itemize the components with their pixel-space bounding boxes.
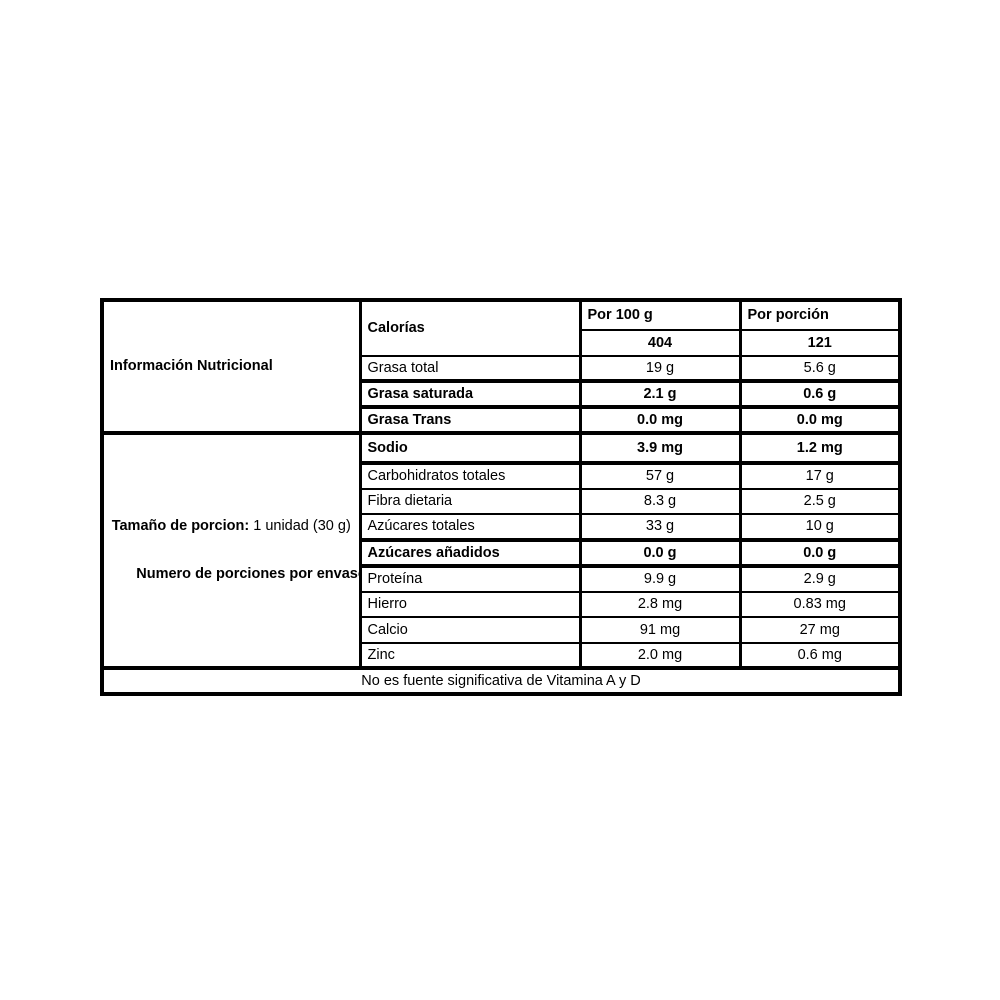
row-proteina-portion: 2.9 g [738, 564, 902, 593]
row-zinc-portion: 0.6 mg [738, 642, 902, 669]
row-hierro-per100: 2.8 mg [578, 591, 742, 618]
column-header-per-portion: Por porción [738, 299, 902, 331]
calories-per-portion-value: 121 [738, 329, 902, 357]
column-header-per-100g: Por 100 g [578, 299, 742, 331]
servings-per-container-line: Numero de porciones por envase: 6 [136, 564, 357, 585]
serving-size-value: 1 unidad (30 g) [249, 518, 351, 535]
row-fibra-portion: 2.5 g [738, 488, 902, 515]
row-calcio-label: Calcio [358, 616, 582, 644]
serving-info-cell: Tamaño de porcion: 1 unidad (30 g) Numer… [100, 431, 362, 670]
row-azucares-totales-label: Azúcares totales [358, 513, 582, 541]
row-hierro-portion: 0.83 mg [738, 591, 902, 618]
row-calcio-per100: 91 mg [578, 616, 742, 644]
row-sodio-portion: 1.2 mg [738, 431, 902, 464]
row-azucares-anadidos-per100: 0.0 g [578, 538, 742, 567]
info-title: Información Nutricional [110, 358, 273, 375]
row-grasa-total-label: Grasa total [358, 355, 582, 382]
row-zinc-label: Zinc [358, 642, 582, 669]
row-hierro-label: Hierro [358, 591, 582, 618]
row-carbohidratos-per100: 57 g [578, 461, 742, 490]
row-fibra-label: Fibra dietaria [358, 488, 582, 515]
row-fibra-per100: 8.3 g [578, 488, 742, 515]
serving-size-line: Tamaño de porcion: 1 unidad (30 g) [110, 516, 353, 537]
calories-label-cell: Calorías [358, 299, 582, 357]
nutrition-facts-table: Información Nutricional Calorías Por 100… [100, 298, 902, 696]
row-carbohidratos-portion: 17 g [738, 461, 902, 490]
row-grasa-trans-label: Grasa Trans [358, 405, 582, 434]
servings-per-container-label: Numero de porciones por envase: [136, 565, 360, 582]
row-grasa-trans-portion: 0.0 mg [738, 405, 902, 434]
row-grasa-total-portion: 5.6 g [738, 355, 902, 382]
row-grasa-saturada-per100: 2.1 g [578, 379, 742, 408]
calories-label: Calorías [367, 320, 425, 337]
row-azucares-anadidos-portion: 0.0 g [738, 538, 902, 567]
row-azucares-totales-per100: 33 g [578, 513, 742, 541]
row-azucares-totales-portion: 10 g [738, 513, 902, 541]
calories-per-100g-value: 404 [578, 329, 742, 357]
row-sodio-per100: 3.9 mg [578, 431, 742, 464]
row-azucares-anadidos-label: Azúcares añadidos [358, 538, 582, 567]
row-carbohidratos-label: Carbohidratos totales [358, 461, 582, 490]
row-sodio-label: Sodio [358, 431, 582, 464]
row-zinc-per100: 2.0 mg [578, 642, 742, 669]
serving-size-label: Tamaño de porcion: [111, 518, 250, 535]
row-proteina-label: Proteína [358, 564, 582, 593]
info-title-cell: Información Nutricional [100, 299, 362, 435]
row-proteina-per100: 9.9 g [578, 564, 742, 593]
row-grasa-trans-per100: 0.0 mg [578, 405, 742, 434]
row-grasa-saturada-portion: 0.6 g [738, 379, 902, 408]
row-calcio-portion: 27 mg [738, 616, 902, 644]
row-grasa-saturada-label: Grasa saturada [358, 379, 582, 408]
footer-note: No es fuente significativa de Vitamina A… [100, 666, 902, 695]
row-grasa-total-per100: 19 g [578, 355, 742, 382]
